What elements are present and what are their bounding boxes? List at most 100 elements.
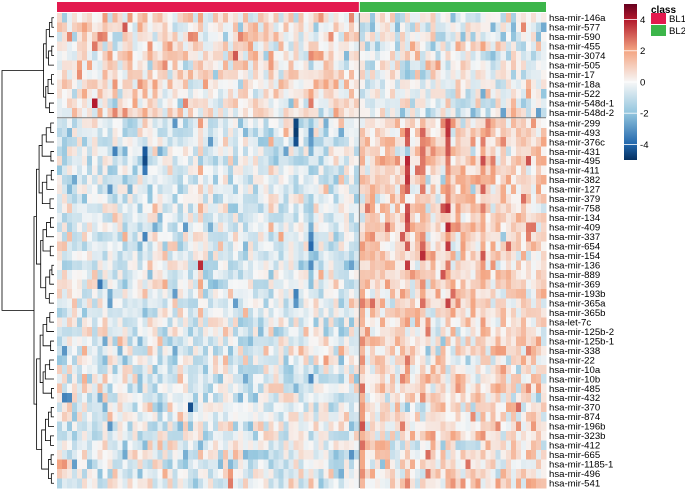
heatmap-cell xyxy=(157,88,163,99)
heatmap-cell xyxy=(112,307,118,318)
heatmap-cell xyxy=(298,241,304,252)
heatmap-cell xyxy=(107,213,113,223)
heatmap-cell xyxy=(343,194,350,204)
heatmap-cell xyxy=(495,383,502,394)
heatmap-cell xyxy=(405,203,411,214)
heatmap-cell xyxy=(390,450,396,460)
heatmap-cell xyxy=(379,279,386,290)
heatmap-cell xyxy=(238,222,244,233)
heatmap-cell xyxy=(228,269,234,280)
heatmap-cell xyxy=(263,88,269,99)
heatmap-cell xyxy=(122,345,128,356)
heatmap-cell xyxy=(112,194,118,204)
heatmap-cell xyxy=(303,88,309,99)
heatmap-cell xyxy=(223,79,229,90)
heatmap-cell xyxy=(500,298,507,309)
heatmap-cell xyxy=(202,364,209,375)
heatmap-cell xyxy=(395,298,401,309)
heatmap-cell xyxy=(207,50,214,61)
heatmap-cell xyxy=(515,317,522,328)
heatmap-cell xyxy=(510,107,517,118)
heatmap-cell xyxy=(510,279,517,290)
heatmap-cell xyxy=(430,194,436,204)
heatmap-cell xyxy=(505,184,512,195)
heatmap-cell xyxy=(122,251,128,261)
heatmap-cell xyxy=(470,450,476,460)
heatmap-cell xyxy=(303,137,309,148)
heatmap-cell xyxy=(465,146,471,157)
heatmap-cell xyxy=(182,107,189,118)
heatmap-cell xyxy=(238,421,244,432)
heatmap-cell xyxy=(202,251,209,261)
heatmap-cell xyxy=(515,60,522,71)
heatmap-cell xyxy=(480,469,486,479)
heatmap-cell xyxy=(425,402,431,413)
heatmap-cell xyxy=(530,31,537,42)
heatmap-cell xyxy=(520,326,527,337)
heatmap-cell xyxy=(425,469,431,479)
heatmap-cell xyxy=(197,222,204,233)
heatmap-cell xyxy=(440,459,446,470)
heatmap-cell xyxy=(445,269,451,280)
heatmap-cell xyxy=(102,288,108,299)
heatmap-cell xyxy=(67,345,73,356)
dendrogram-branch xyxy=(50,122,54,133)
heatmap-cell xyxy=(167,469,174,479)
heatmap-cell xyxy=(405,317,411,328)
heatmap-cell xyxy=(187,364,194,375)
heatmap-cell xyxy=(369,260,376,271)
heatmap-cell xyxy=(359,279,366,290)
heatmap-cell xyxy=(369,79,376,90)
heatmap-cell xyxy=(400,222,406,233)
color-scale-tick-label: 4 xyxy=(640,15,646,26)
heatmap-cell xyxy=(77,345,83,356)
heatmap-cell xyxy=(142,317,148,328)
heatmap-cell xyxy=(338,383,345,394)
heatmap-cell xyxy=(57,298,63,309)
heatmap-cell xyxy=(470,127,476,138)
heatmap-cell xyxy=(293,241,299,252)
heatmap-cell xyxy=(72,269,78,280)
heatmap-cell xyxy=(192,203,199,214)
heatmap-cell xyxy=(420,137,426,148)
heatmap-cell xyxy=(107,326,113,337)
heatmap-cell xyxy=(253,383,259,394)
heatmap-cell xyxy=(112,31,118,42)
heatmap-cell xyxy=(353,31,360,42)
heatmap-cell xyxy=(395,118,401,129)
heatmap-cell xyxy=(510,336,517,347)
heatmap-cell xyxy=(390,298,396,309)
heatmap-cell xyxy=(127,402,133,413)
heatmap-cell xyxy=(530,175,537,185)
heatmap-cell xyxy=(152,383,158,394)
heatmap-cell xyxy=(202,222,209,233)
heatmap-cell xyxy=(142,22,148,33)
heatmap-cell xyxy=(430,184,436,195)
heatmap-cell xyxy=(253,450,259,460)
heatmap-cell xyxy=(359,184,366,195)
heatmap-cell xyxy=(530,118,537,129)
heatmap-cell xyxy=(243,232,249,242)
heatmap-cell xyxy=(57,137,63,148)
heatmap-cell xyxy=(338,175,345,185)
heatmap-cell xyxy=(177,421,184,432)
heatmap-cell xyxy=(278,31,284,42)
heatmap-cell xyxy=(410,374,416,385)
heatmap-cell xyxy=(182,137,189,148)
heatmap-cell xyxy=(293,469,299,479)
heatmap-cell xyxy=(475,288,481,299)
heatmap-cell xyxy=(132,69,138,80)
heatmap-cell xyxy=(465,31,471,42)
heatmap-cell xyxy=(333,298,340,309)
heatmap-cell xyxy=(243,393,249,404)
heatmap-cell xyxy=(152,459,158,470)
heatmap-cell xyxy=(323,165,330,176)
heatmap-cell xyxy=(278,203,284,214)
heatmap-cell xyxy=(353,222,360,233)
heatmap-cell xyxy=(455,88,461,99)
heatmap-cell xyxy=(405,222,411,233)
heatmap-cell xyxy=(425,184,431,195)
heatmap-cell xyxy=(268,307,274,318)
heatmap-cell xyxy=(117,269,123,280)
heatmap-cell xyxy=(72,203,78,214)
